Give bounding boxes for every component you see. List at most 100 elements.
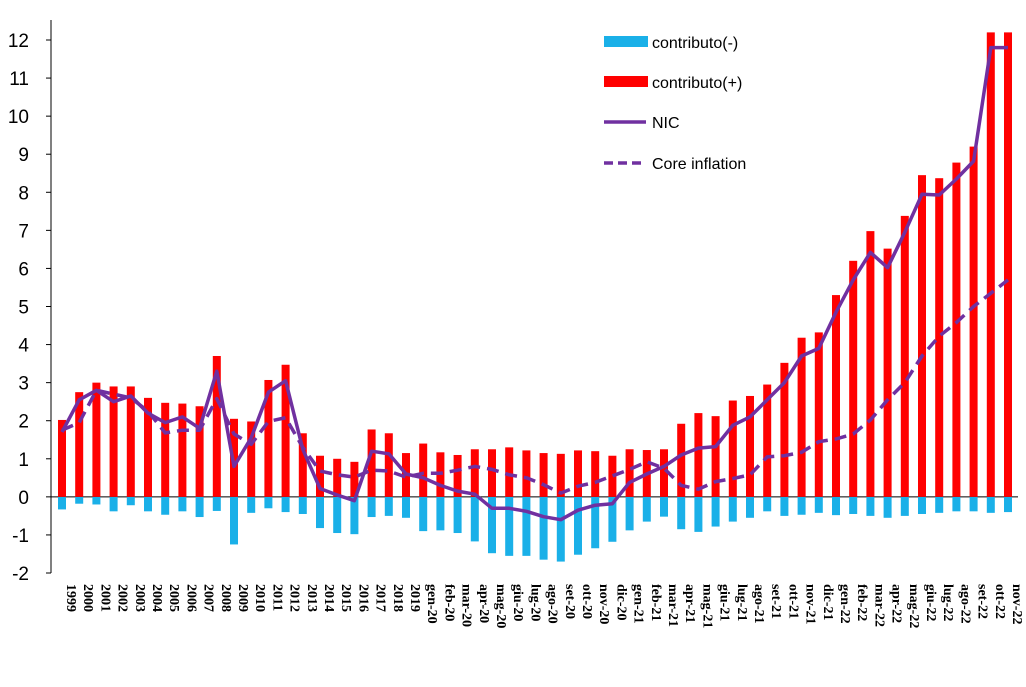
y-tick-label: 6 [18,259,29,280]
x-tick-label: ago-22 [957,584,972,624]
bar-contributo-pos [316,455,324,497]
x-tick-label: set-20 [562,584,577,619]
bar-contributo-neg [539,496,548,560]
x-tick-label: ago-20 [545,584,560,624]
bar-contributo-pos [591,451,600,497]
x-tick-label: 2015 [338,584,353,612]
x-tick-label: apr-20 [476,584,491,623]
x-tick-label: 2010 [252,584,267,612]
x-tick-label: 2011 [269,584,284,611]
x-tick-label: lug-22 [940,584,955,621]
bar-contributo-neg [247,496,256,513]
bar-contributo-neg [470,496,479,542]
bar-contributo-pos [109,386,118,497]
bar-contributo-pos [694,413,703,497]
bar-contributo-neg [918,496,926,514]
bar-contributo-neg [453,496,462,534]
positive-contribution-bars [58,32,1012,497]
bar-contributo-pos [58,419,66,497]
x-tick-label: ott-20 [579,584,594,619]
bar-contributo-pos [677,423,686,497]
bar-contributo-neg [298,496,307,514]
x-tick-label: 2004 [149,584,164,612]
x-tick-label: 2001 [97,584,112,612]
bar-contributo-neg [402,496,410,518]
bar-contributo-pos [350,461,359,497]
x-tick-label: giu-21 [717,584,732,621]
y-tick-label: 0 [18,488,29,509]
bar-contributo-neg [797,496,806,515]
x-tick-label: mag-20 [493,584,508,628]
y-tick-label: 10 [8,107,29,128]
bar-contributo-neg [92,496,101,505]
x-tick-label: set-22 [975,584,990,619]
bar-contributo-pos [986,32,995,497]
bar-contributo-pos [918,175,926,497]
bar-contributo-neg [522,496,531,556]
bar-contributo-neg [660,496,668,517]
legend: contributo(-) contributo(+) NIC Core inflat… [604,35,746,173]
bar-contributo-pos [780,362,789,497]
bar-contributo-neg [195,496,204,518]
bar-contributo-pos [522,450,531,497]
legend-label: NIC [652,115,680,132]
bar-contributo-pos [144,397,152,497]
bar-contributo-neg [814,496,823,513]
bar-contributo-neg [419,496,428,532]
x-tick-label: 2016 [355,584,370,612]
y-tick-label: 8 [18,183,29,204]
bar-contributo-neg [677,496,686,530]
bar-contributo-neg [642,496,651,522]
x-tick-label: feb-20 [441,584,456,621]
x-tick-label: 2019 [407,584,422,612]
y-tick-label: 4 [18,336,29,357]
x-tick-label: apr-21 [682,584,697,623]
bar-contributo-pos [384,433,393,497]
bar-contributo-pos [866,231,875,497]
y-tick-label: 7 [18,221,29,242]
bar-contributo-neg [384,496,393,516]
bar-contributo-pos [728,400,737,497]
x-tick-label: 2000 [80,584,95,612]
bar-contributo-neg [866,496,875,516]
legend-label: contributo(+) [652,75,742,92]
y-tick-label: 1 [18,450,29,471]
bar-contributo-pos [333,458,342,497]
x-tick-label: mag-22 [906,584,921,628]
x-tick-label: 2012 [287,584,302,612]
bar-contributo-neg [900,496,909,516]
x-tick-label: mar-22 [871,584,886,627]
bar-contributo-pos [367,429,376,497]
bar-contributo-pos [1004,32,1012,497]
legend-label: Core inflation [652,156,746,173]
x-tick-label: lug-21 [734,584,749,621]
y-tick-label: 11 [9,69,29,90]
bar-contributo-pos [797,337,806,497]
bar-contributo-neg [281,496,290,513]
x-tick-label: 2017 [373,584,388,612]
x-tick-label: ott-22 [992,584,1007,619]
x-tick-label: 1999 [63,584,78,612]
x-tick-label: gen-21 [631,584,646,624]
bar-contributo-pos [161,402,170,497]
bar-contributo-neg [58,496,66,510]
bar-contributo-neg [728,496,737,522]
bar-contributo-pos [419,443,428,497]
x-tick-label: gen-20 [424,584,439,624]
bar-contributo-pos [711,416,720,497]
x-tick-label: dic-20 [613,584,628,621]
x-tick-label: 2007 [201,584,216,612]
bar-contributo-neg [161,496,170,515]
bar-contributo-pos [625,449,634,497]
bar-contributo-neg [316,496,324,529]
bar-contributo-pos [298,433,307,497]
x-tick-label: ott-21 [785,584,800,619]
x-tick-label: nov-21 [803,584,818,624]
bar-contributo-neg [883,496,892,518]
x-tick-label: giu-20 [510,584,525,621]
bar-contributo-neg [109,496,118,512]
bar-contributo-neg [1004,496,1012,513]
y-tick-label: 2 [18,412,29,433]
